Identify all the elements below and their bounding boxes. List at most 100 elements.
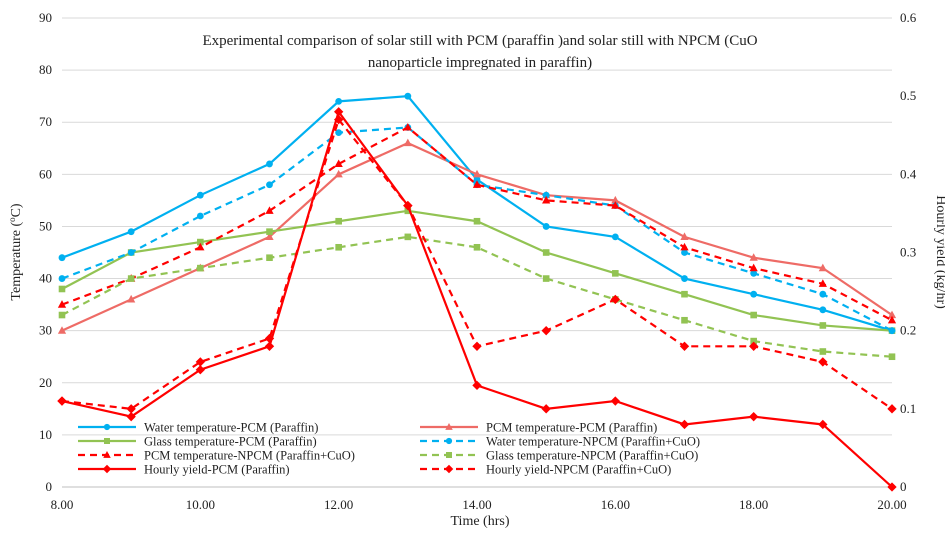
legend-label: Water temperature-PCM (Paraffin) bbox=[144, 421, 318, 435]
data-point bbox=[404, 233, 412, 241]
data-point bbox=[679, 419, 690, 430]
data-point bbox=[610, 396, 621, 406]
data-point bbox=[473, 243, 481, 251]
axes: 0 10 20 30 40 50 60 70 80 90 0 0.1 0.2 0.3 0.4 0.5 0.6 8.… bbox=[39, 10, 917, 512]
data-point bbox=[819, 306, 827, 314]
x-axis-tick-label: 10.00 bbox=[186, 497, 215, 512]
data-point bbox=[404, 207, 412, 215]
data-point bbox=[819, 290, 827, 298]
chart-title-line-1: Experimental comparison of solar still w… bbox=[202, 33, 757, 49]
data-point bbox=[472, 341, 482, 351]
data-point bbox=[126, 404, 136, 414]
series-4 bbox=[58, 124, 896, 335]
legend-label: PCM temperature-NPCM (Paraffin+CuO) bbox=[144, 449, 355, 463]
data-point bbox=[542, 249, 550, 256]
data-point bbox=[887, 482, 897, 492]
data-point bbox=[612, 270, 619, 277]
data-point bbox=[57, 326, 67, 334]
legend-swatch-marker bbox=[445, 422, 453, 430]
data-point bbox=[57, 396, 67, 406]
legend-swatch-marker bbox=[103, 423, 111, 431]
data-point bbox=[334, 159, 343, 168]
x-axis-tick-label: 16.00 bbox=[601, 497, 630, 512]
series-group bbox=[57, 92, 897, 492]
y-axis-left-tick-label: 90 bbox=[39, 10, 52, 25]
data-point bbox=[542, 195, 551, 204]
legend-item: Glass temperature-PCM (Paraffin) bbox=[78, 435, 317, 449]
data-point bbox=[266, 160, 273, 168]
y-axis-left-tick-label: 0 bbox=[46, 479, 53, 494]
x-axis-tick-label: 12.00 bbox=[324, 497, 353, 512]
series-8 bbox=[57, 114, 897, 414]
legend-label: Glass temperature-NPCM (Paraffin+CuO) bbox=[486, 449, 698, 463]
data-point bbox=[196, 191, 204, 199]
data-point bbox=[472, 169, 482, 178]
legend-item: PCM temperature-NPCM (Paraffin+CuO) bbox=[78, 449, 355, 463]
x-axis-tick-label: 14.00 bbox=[462, 497, 491, 512]
series-2 bbox=[57, 138, 897, 334]
data-point bbox=[888, 353, 896, 361]
series-5 bbox=[57, 122, 897, 324]
y-axis-right-tick-label: 0.5 bbox=[900, 88, 916, 103]
data-point bbox=[818, 419, 828, 430]
data-point bbox=[681, 290, 688, 298]
data-point bbox=[542, 223, 550, 230]
data-point bbox=[887, 404, 897, 414]
data-point bbox=[196, 242, 205, 251]
legend-swatch-marker bbox=[102, 464, 112, 474]
data-point bbox=[195, 357, 206, 367]
data-point bbox=[750, 290, 758, 298]
legend-label: Water temperature-NPCM (Paraffin+CuO) bbox=[486, 435, 700, 449]
data-point bbox=[818, 279, 827, 287]
legend-item: Hourly yield-NPCM (Paraffin+CuO) bbox=[420, 463, 671, 477]
data-point bbox=[197, 238, 204, 246]
data-point bbox=[819, 322, 827, 329]
data-point bbox=[681, 275, 688, 282]
legend-item: Hourly yield-PCM (Paraffin) bbox=[78, 463, 290, 477]
data-point bbox=[264, 333, 275, 344]
data-point bbox=[749, 253, 758, 261]
data-point bbox=[335, 129, 343, 137]
y-axis-left-tick-label: 10 bbox=[39, 427, 52, 442]
y-axis-right-tick-label: 0.3 bbox=[900, 245, 916, 260]
x-axis-tick-label: 20.00 bbox=[877, 497, 906, 512]
data-point bbox=[610, 294, 621, 305]
x-axis-title: Time (hrs) bbox=[451, 514, 510, 529]
legend-item: PCM temperature-PCM (Paraffin) bbox=[420, 421, 657, 435]
y-axis-right-tick-label: 0 bbox=[900, 479, 907, 494]
data-point bbox=[888, 327, 896, 335]
data-point bbox=[542, 275, 550, 282]
data-point bbox=[819, 348, 827, 355]
legend-swatch-marker bbox=[104, 438, 110, 444]
y-axis-left-tick-label: 80 bbox=[39, 62, 52, 77]
data-point bbox=[750, 337, 757, 345]
chart-title-line-2: nanoparticle impregnated in paraffin) bbox=[368, 55, 592, 71]
data-point bbox=[748, 411, 759, 422]
legend-label: Glass temperature-PCM (Paraffin) bbox=[144, 435, 317, 449]
data-point bbox=[333, 107, 344, 117]
legend-swatch-marker bbox=[445, 437, 453, 445]
gridlines bbox=[62, 17, 892, 488]
data-point bbox=[127, 275, 135, 282]
y-axis-right-title: Hourly yield (kg/hr) bbox=[933, 195, 945, 309]
data-point bbox=[473, 176, 481, 183]
data-point bbox=[266, 181, 273, 189]
data-point bbox=[541, 404, 551, 414]
data-point bbox=[58, 275, 66, 282]
data-point bbox=[335, 217, 342, 225]
data-point bbox=[403, 200, 413, 211]
y-axis-right-tick-label: 0.4 bbox=[900, 166, 917, 181]
data-point bbox=[57, 300, 67, 308]
y-axis-left-tick-label: 70 bbox=[39, 114, 52, 129]
data-point bbox=[266, 254, 273, 262]
y-axis-right-tick-label: 0.1 bbox=[900, 401, 916, 416]
y-axis-left-tick-label: 40 bbox=[39, 271, 52, 286]
legend-label: PCM temperature-PCM (Paraffin) bbox=[486, 421, 657, 435]
series-line bbox=[61, 117, 893, 410]
legend-item: Water temperature-NPCM (Paraffin+CuO) bbox=[420, 435, 700, 449]
data-point bbox=[749, 263, 758, 272]
data-point bbox=[266, 228, 273, 235]
data-point bbox=[196, 212, 204, 220]
x-axis-tick-label: 8.00 bbox=[51, 497, 74, 512]
data-point bbox=[127, 294, 136, 303]
